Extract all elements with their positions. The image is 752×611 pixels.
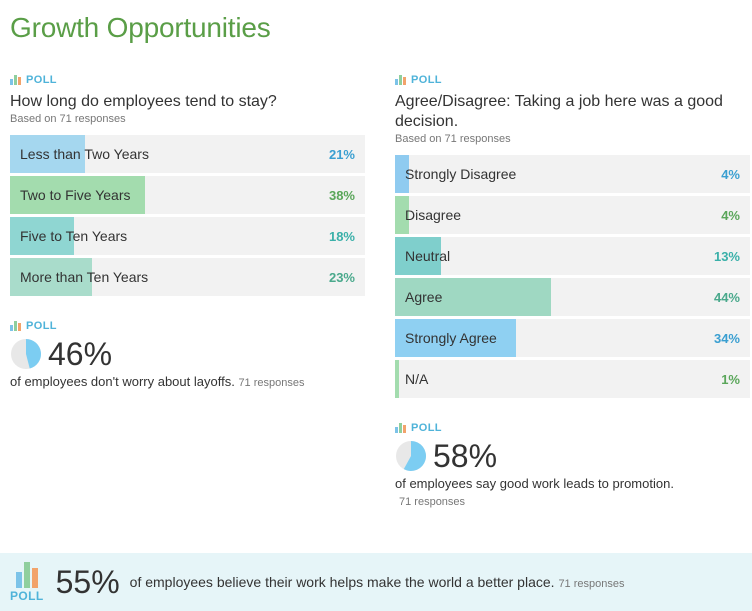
poll-option-percent: 1% — [721, 371, 740, 387]
poll-option-percent: 4% — [721, 207, 740, 223]
poll-option: Strongly Disagree 4% — [395, 155, 750, 193]
poll-option: Agree 44% — [395, 278, 750, 316]
poll-option-percent: 38% — [328, 187, 355, 203]
stat-responses-line: 71 responses — [395, 493, 750, 508]
stat-text: of employees say good work leads to prom… — [395, 476, 674, 491]
poll-bars-icon — [15, 561, 38, 588]
poll-option: Disagree 4% — [395, 196, 750, 234]
poll-logo: POLL — [10, 561, 44, 603]
pie-chart-icon — [11, 339, 42, 369]
poll-option-bar — [10, 217, 74, 255]
poll-option-percent: 34% — [713, 330, 740, 346]
poll-question: How long do employees tend to stay? — [10, 93, 277, 110]
poll-option-label: N/A — [405, 371, 429, 387]
poll-option-bar — [395, 278, 552, 316]
poll-option-label: Strongly Agree — [405, 330, 497, 346]
poll-option-percent: 23% — [328, 269, 355, 285]
poll-option-bar — [395, 196, 410, 234]
stat-value: 46% — [48, 336, 113, 372]
poll-label: POLL — [411, 422, 442, 434]
stat-description: of employees don't worry about layoffs. … — [10, 374, 365, 389]
poll-icon — [395, 423, 406, 433]
poll-tag: POLL — [10, 72, 365, 88]
poll-responses: Based on 71 responses — [395, 133, 511, 145]
poll-option-bar — [395, 237, 442, 275]
poll-options: Less than Two Years 21% Two to Five Years 3… — [10, 135, 365, 296]
stat-text: of employees don't worry about layoffs. — [10, 374, 235, 389]
footer-stat-value: 55% — [55, 563, 120, 600]
poll-option-percent: 21% — [328, 146, 355, 162]
poll-option-percent: 18% — [328, 228, 355, 244]
right-column: POLL Agree/Disagree: Taking a job here w… — [395, 72, 750, 508]
poll-option-percent: 44% — [713, 289, 740, 305]
poll-label: POLL — [411, 74, 442, 86]
poll-option: Two to Five Years 38% — [10, 176, 365, 214]
poll-icon — [10, 75, 21, 85]
footer-stat-description: of employees believe their work helps ma… — [130, 574, 625, 590]
poll-option-bar — [395, 360, 399, 398]
poll-option-bar — [10, 135, 85, 173]
poll-icon — [10, 321, 21, 331]
poll-option-bar — [395, 155, 410, 193]
footer-stat-text: of employees believe their work helps ma… — [129, 574, 555, 590]
stat-responses: 71 responses — [399, 496, 466, 508]
poll-tag: POLL — [10, 318, 365, 334]
page-title: Growth Opportunities — [10, 12, 271, 43]
poll-options: Strongly Disagree 4% Disagree 4% Neutral 13% A… — [395, 155, 750, 398]
left-column: POLL How long do employees tend to stay?… — [10, 72, 365, 389]
poll-option-bar — [10, 258, 92, 296]
poll-option: Five to Ten Years 18% — [10, 217, 365, 255]
poll-option-bar — [395, 319, 516, 357]
poll-option-label: Five to Ten Years — [20, 228, 128, 244]
stat-block-promotion: POLL 58% of employees say good work lead… — [395, 420, 750, 508]
poll-option: Less than Two Years 21% — [10, 135, 365, 173]
poll-option-label: Less than Two Years — [20, 146, 149, 162]
footer-stat-banner: POLL 55% of employees believe their work… — [0, 553, 752, 611]
pie-slice — [403, 441, 426, 471]
footer-stat-responses: 71 responses — [558, 578, 625, 590]
poll-tag: POLL — [395, 420, 750, 436]
poll-option-bar — [10, 176, 145, 214]
poll-option-label: Two to Five Years — [20, 187, 131, 203]
stat-value: 58% — [433, 438, 498, 474]
poll-question: Agree/Disagree: Taking a job here was a … — [395, 93, 723, 130]
poll-option-label: Strongly Disagree — [405, 166, 517, 182]
poll-option-label: Neutral — [405, 248, 451, 264]
poll-label: POLL — [26, 74, 57, 86]
poll-option: N/A 1% — [395, 360, 750, 398]
poll-option-percent: 13% — [713, 248, 740, 264]
poll-tag: POLL — [395, 72, 750, 88]
poll-label: POLL — [10, 588, 44, 603]
poll-option-label: Disagree — [405, 207, 462, 223]
pie-chart-icon — [396, 441, 426, 471]
poll-label: POLL — [26, 320, 57, 332]
poll-option: Strongly Agree 34% — [395, 319, 750, 357]
pie-slice — [26, 339, 42, 369]
poll-responses: Based on 71 responses — [10, 113, 126, 125]
poll-icon — [395, 75, 406, 85]
stat-responses: 71 responses — [238, 377, 305, 389]
poll-option: More than Ten Years 23% — [10, 258, 365, 296]
poll-option-label: Agree — [405, 289, 443, 305]
poll-option-label: More than Ten Years — [20, 269, 149, 285]
poll-option-percent: 4% — [721, 166, 740, 182]
stat-block-layoffs: POLL 46% of employees don't worry about … — [10, 318, 365, 389]
poll-option: Neutral 13% — [395, 237, 750, 275]
